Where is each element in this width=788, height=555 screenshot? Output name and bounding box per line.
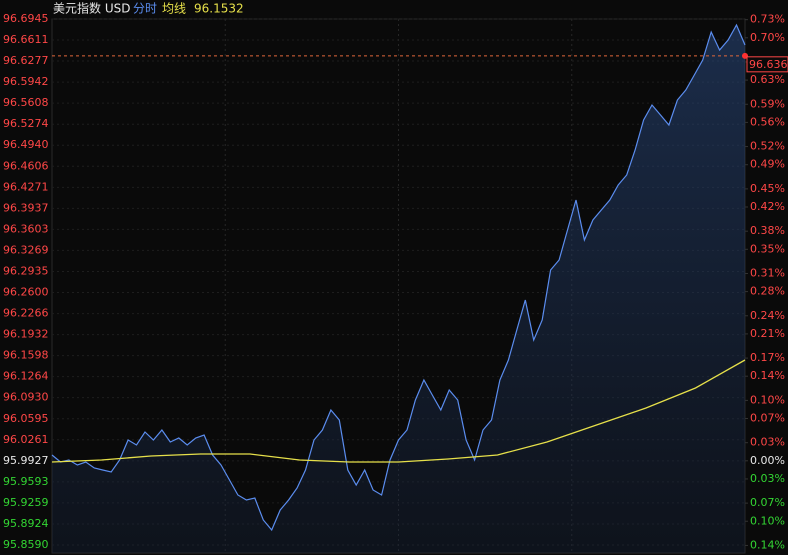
y-tick-label: 96.6611 <box>3 33 49 46</box>
y2-tick-label: 0.00% <box>750 454 785 467</box>
y2-tick-label: 0.63% <box>750 73 785 86</box>
chart-title: 美元指数 USD <box>53 1 130 16</box>
area-fill <box>52 25 745 553</box>
y-tick-label: 96.0595 <box>3 412 49 425</box>
y-tick-label: 95.8924 <box>3 517 49 530</box>
y2-tick-label: 0.17% <box>750 351 785 364</box>
y2-tick-label: 0.56% <box>750 115 785 128</box>
y2-tick-label: 0.07% <box>750 496 785 509</box>
y2-tick-label: 0.10% <box>750 393 785 406</box>
y2-tick-label: 0.73% <box>750 13 785 26</box>
y-tick-label: 96.1932 <box>3 328 49 341</box>
y2-tick-label: 0.28% <box>750 285 785 298</box>
y2-tick-label: 0.45% <box>750 182 785 195</box>
y-tick-label: 96.4271 <box>3 180 49 193</box>
y2-tick-label: 0.10% <box>750 514 785 527</box>
y2-tick-label: 0.52% <box>750 140 785 153</box>
y2-tick-label: 0.14% <box>750 369 785 382</box>
y-tick-label: 96.2266 <box>3 307 49 320</box>
y-tick-label: 96.4940 <box>3 138 49 151</box>
y2-tick-label: 0.14% <box>750 538 785 551</box>
y-tick-label: 96.5942 <box>3 75 49 88</box>
price-tag: 96.636 <box>749 58 788 71</box>
y-tick-label: 95.9593 <box>3 475 49 488</box>
y-tick-label: 96.5274 <box>3 117 49 130</box>
y-tick-label: 96.0930 <box>3 391 49 404</box>
y-tick-label: 95.9927 <box>3 454 49 467</box>
y-tick-label: 96.6277 <box>3 54 49 67</box>
y2-tick-label: 0.21% <box>750 327 785 340</box>
y-tick-label: 96.6945 <box>3 12 49 25</box>
y-tick-label: 96.3603 <box>3 222 49 235</box>
y-tick-label: 96.2600 <box>3 286 49 299</box>
y2-tick-label: 0.70% <box>750 31 785 44</box>
y-tick-label: 96.3269 <box>3 243 49 256</box>
y2-tick-label: 0.31% <box>750 266 785 279</box>
series-line <box>51 23 746 532</box>
y-tick-label: 96.1264 <box>3 370 49 383</box>
y2-tick-label: 0.03% <box>750 436 785 449</box>
y2-tick-label: 0.03% <box>750 472 785 485</box>
y-tick-label: 95.9259 <box>3 496 49 509</box>
y-tick-label: 96.2935 <box>3 264 49 277</box>
y-tick-label: 96.1598 <box>3 349 49 362</box>
y2-tick-label: 0.07% <box>750 412 785 425</box>
y-tick-label: 96.0261 <box>3 433 49 446</box>
series-line <box>51 359 746 463</box>
y2-tick-label: 0.35% <box>750 242 785 255</box>
price-tag-box <box>746 56 788 73</box>
y-tick-label: 96.4606 <box>3 159 49 172</box>
y2-tick-label: 0.49% <box>750 158 785 171</box>
y-tick-label: 96.5608 <box>3 96 49 109</box>
legend-entry: 均线 <box>162 2 186 16</box>
y2-tick-label: 0.42% <box>750 200 785 213</box>
y2-tick-label: 0.24% <box>750 309 785 322</box>
y2-tick-label: 0.38% <box>750 224 785 237</box>
legend-value: 96.1532 <box>194 2 244 16</box>
y-tick-label: 95.8590 <box>3 538 49 551</box>
y2-tick-label: 0.59% <box>750 97 785 110</box>
legend-entry: 分时 <box>133 2 157 16</box>
y-tick-label: 96.3937 <box>3 201 49 214</box>
